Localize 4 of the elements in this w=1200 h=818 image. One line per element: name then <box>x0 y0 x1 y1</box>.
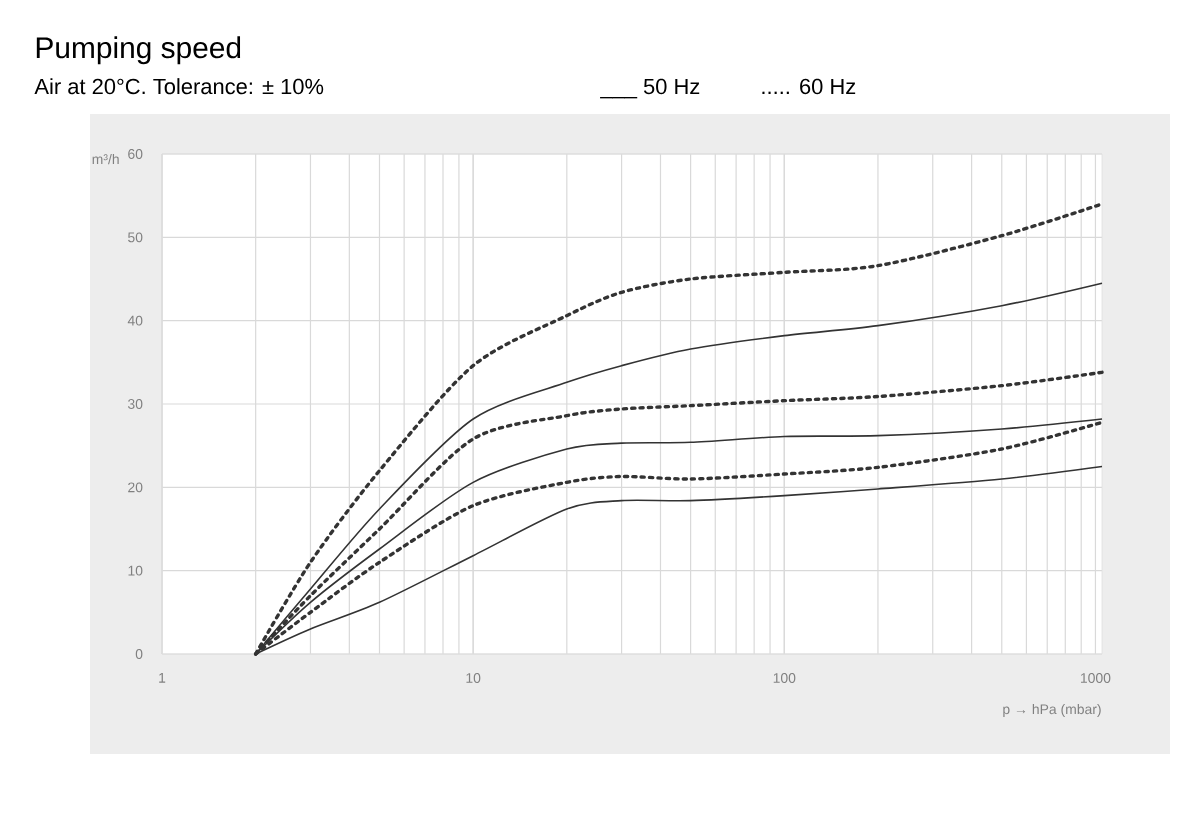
text: ___ 50 Hz <box>600 78 700 99</box>
text: ..... 60 Hz <box>762 78 856 95</box>
chart-subtitle: Air at 20°C. Tolerance: ± 10% <box>34 78 324 95</box>
chart-title: Pumping speed <box>36 36 241 65</box>
